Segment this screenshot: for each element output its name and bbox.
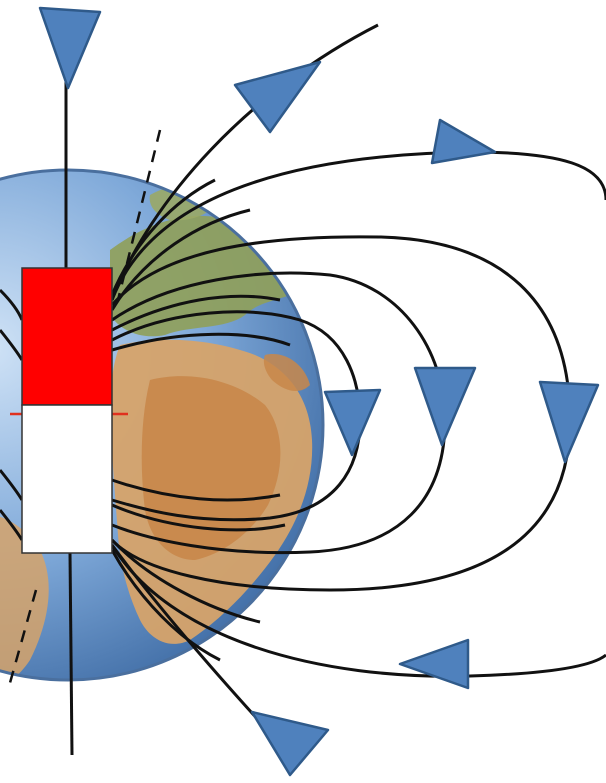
field-line-left-1 [0, 288, 24, 321]
tilted-axis-top [116, 129, 162, 301]
island-madagascar [279, 558, 301, 606]
direction-arrows [38, 6, 600, 777]
field-line-left-4 [0, 509, 24, 541]
field-line-left-3 [0, 469, 24, 501]
field-line-inner-bottom-b [110, 538, 261, 624]
arrow-icon-loop2-right [538, 380, 600, 464]
field-line-inner-1 [111, 294, 281, 332]
field-line-inner-2 [111, 332, 291, 352]
tilted-axis-bottom [6, 589, 38, 691]
field-line-loop-1-bottom [110, 544, 606, 678]
field-line-inner-4 [111, 503, 286, 532]
arrow-icon-loop1-bottom [398, 638, 470, 690]
field-line-loop-1 [110, 150, 606, 301]
arrow-icon-loop1-top [430, 118, 497, 165]
magnet-south-pole [21, 404, 113, 554]
tilted-axis [6, 129, 162, 691]
field-line-inner-bottom-a [110, 549, 221, 662]
field-line-inner-top-b [110, 208, 251, 311]
field-line-inner-3 [111, 478, 281, 502]
arrow-icon-open-top [233, 60, 322, 134]
axis-bottom [68, 552, 74, 756]
field-lines [0, 23, 606, 762]
arrow-icon-open-bottom [250, 710, 330, 777]
continent-arabia [263, 354, 310, 392]
continent-south-america [0, 514, 49, 680]
magnet-north-pole [21, 267, 113, 406]
arrow-icon-axis-down [38, 6, 102, 90]
field-line-inner-top-a [110, 178, 216, 296]
arrow-icon-loop3-right [413, 366, 477, 447]
arrow-icon-loop4-right [323, 388, 382, 457]
field-line-left-2 [0, 329, 24, 361]
globe-rim [0, 168, 325, 682]
bar-magnet [21, 267, 113, 554]
rotation-axis [64, 80, 74, 756]
